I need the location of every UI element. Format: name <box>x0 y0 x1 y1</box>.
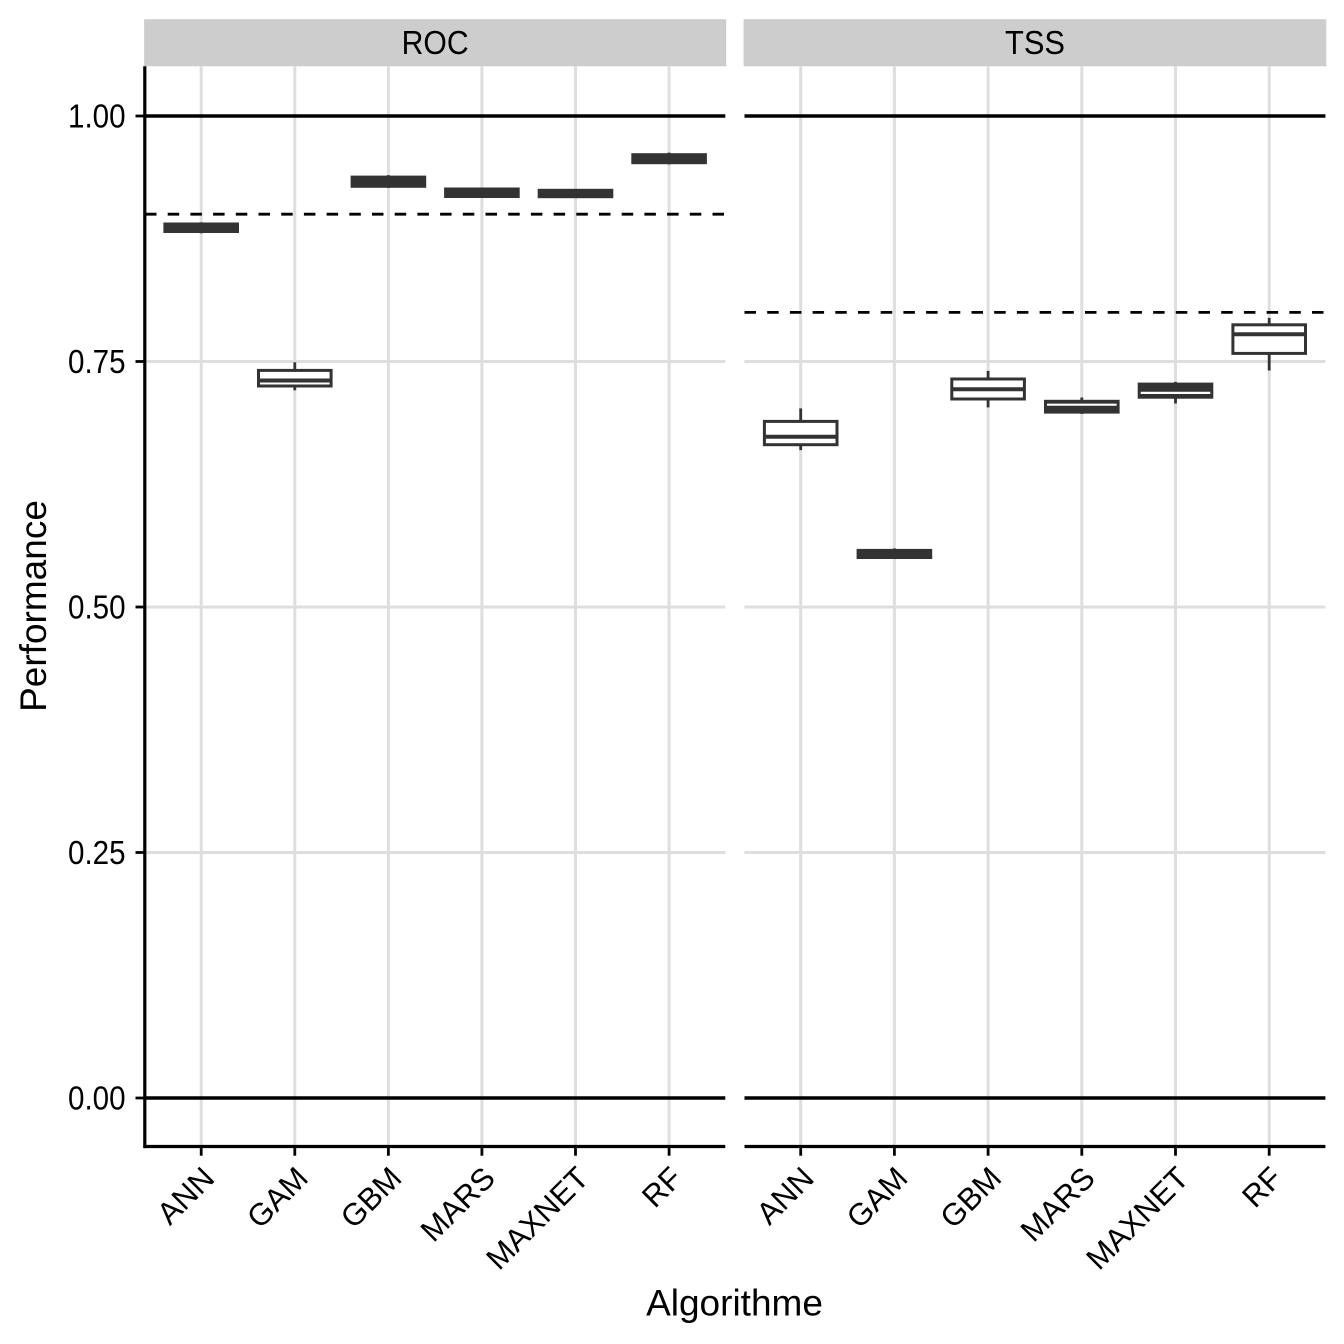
svg-text:ROC: ROC <box>402 24 469 61</box>
svg-text:Performance: Performance <box>13 500 54 712</box>
svg-text:1.00: 1.00 <box>68 97 126 134</box>
svg-text:0.50: 0.50 <box>68 588 126 625</box>
svg-text:0.75: 0.75 <box>68 343 126 380</box>
svg-text:TSS: TSS <box>1005 24 1065 61</box>
svg-text:0.25: 0.25 <box>68 834 126 871</box>
svg-text:0.00: 0.00 <box>68 1079 126 1116</box>
svg-text:Algorithme: Algorithme <box>646 1283 823 1324</box>
